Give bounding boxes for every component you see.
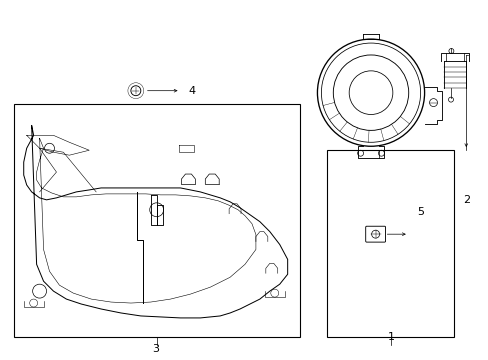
Text: 4: 4 bbox=[188, 86, 196, 96]
Text: 3: 3 bbox=[152, 344, 159, 354]
Text: 5: 5 bbox=[416, 207, 423, 217]
Text: 1: 1 bbox=[386, 332, 393, 342]
Text: 2: 2 bbox=[462, 195, 469, 205]
Bar bbox=[14, 104, 299, 337]
Bar bbox=[326, 150, 453, 337]
